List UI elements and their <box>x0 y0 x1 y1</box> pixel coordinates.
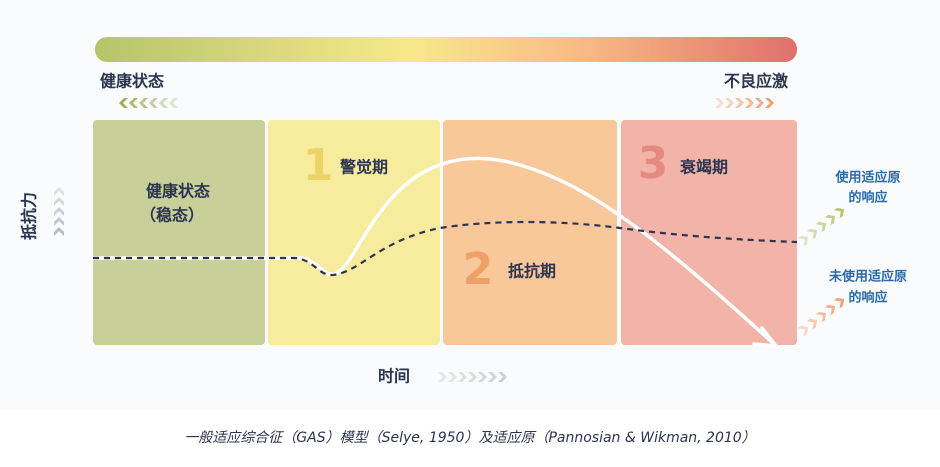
chevron <box>129 98 138 108</box>
chevron <box>159 98 168 108</box>
chevron <box>438 372 447 382</box>
chevron <box>824 214 836 226</box>
x-axis-label: 时间 <box>378 367 410 386</box>
chevron <box>797 325 809 337</box>
chevron <box>725 98 734 108</box>
response-label: 的响应 <box>848 190 887 206</box>
chevron <box>498 372 507 382</box>
chevron <box>468 372 477 382</box>
phase-number: 3 <box>638 138 669 189</box>
phase-panel <box>443 120 617 345</box>
phase-number: 2 <box>463 244 494 295</box>
chevron <box>488 372 497 382</box>
phase-label: 衰竭期 <box>679 158 728 177</box>
phase-label: 警觉期 <box>339 158 388 177</box>
chevron <box>735 98 744 108</box>
phase-label: 抵抗期 <box>508 262 556 281</box>
chevron <box>745 98 754 108</box>
chevron <box>169 98 178 108</box>
chevron <box>448 372 457 382</box>
scale-right: 不良应激 <box>724 72 788 91</box>
chevron <box>458 372 467 382</box>
phase-sublabel: （稳态） <box>140 206 204 225</box>
chevron <box>139 98 148 108</box>
chevron <box>797 235 809 247</box>
chevron <box>824 304 836 316</box>
phase-label: 健康状态 <box>146 182 210 201</box>
response-label: 使用适应原 <box>834 170 900 186</box>
chevron <box>815 221 827 233</box>
phase-number: 1 <box>303 140 334 191</box>
response-label: 未使用适应原 <box>828 269 907 285</box>
phase-panel <box>268 120 440 345</box>
scale-left: 健康状态 <box>100 72 164 91</box>
chevron <box>806 228 818 240</box>
chevron <box>833 297 845 309</box>
chevron <box>54 187 64 196</box>
chevron <box>806 318 818 330</box>
phase-panel <box>93 120 265 345</box>
chevron <box>715 98 724 108</box>
chevron <box>54 197 64 206</box>
chevron <box>119 98 128 108</box>
chevron <box>54 217 64 226</box>
phase-panel <box>621 120 797 345</box>
chevron <box>765 98 774 108</box>
chevrons <box>54 98 845 382</box>
caption: 一般适应综合征（GAS）模型（Selye, 1950）及适应原（Pannosia… <box>184 430 755 446</box>
chevron <box>815 311 827 323</box>
chevron <box>755 98 764 108</box>
chevron <box>833 207 845 219</box>
stress-gradient <box>95 37 797 62</box>
chevron <box>478 372 487 382</box>
response-label: 的响应 <box>848 290 887 306</box>
curve-no-adaptogen <box>93 220 798 277</box>
chevron <box>149 98 158 108</box>
chevron <box>54 207 64 216</box>
arrow-head <box>752 326 778 348</box>
chevron <box>54 227 64 236</box>
y-axis-label: 抵抗力 <box>20 192 39 240</box>
